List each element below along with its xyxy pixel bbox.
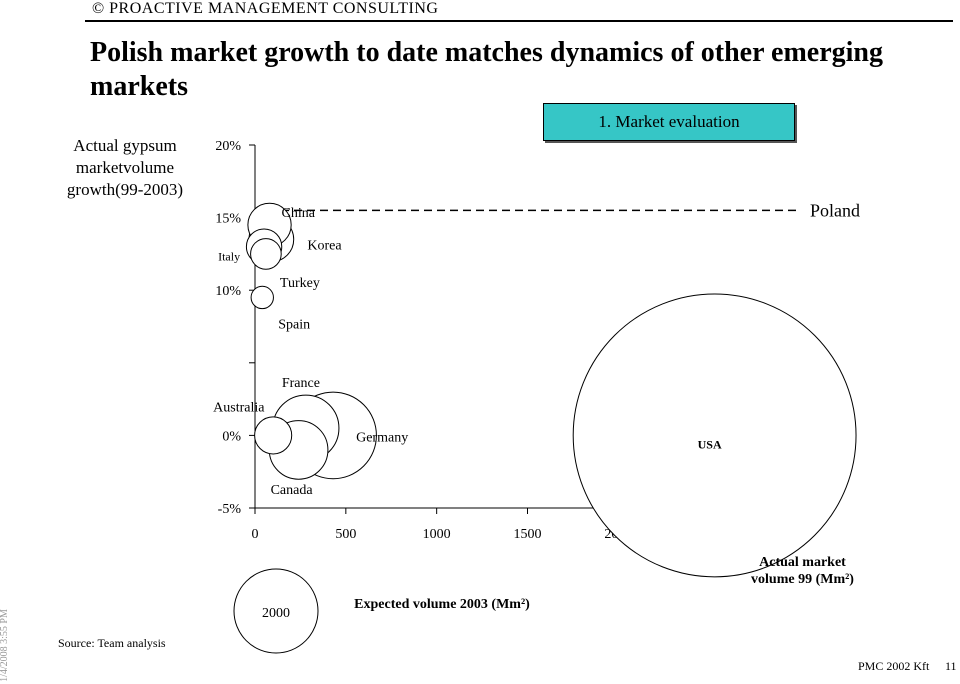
bubble-turkey — [250, 238, 282, 270]
slide-title: Polish market growth to date matches dyn… — [90, 37, 883, 102]
footer-label: PMC 2002 Kft — [858, 659, 930, 673]
label-canada: Canada — [271, 483, 314, 498]
label-italy: Italy — [218, 250, 240, 264]
y-tick-label: 20% — [215, 139, 241, 154]
label-usa: USA — [698, 437, 722, 451]
label-australia: Australia — [213, 400, 265, 415]
x-axis-title: Actual market volume 99 (Mm²) — [751, 555, 854, 587]
size-legend-bubble — [233, 568, 319, 654]
bubble-spain — [250, 285, 274, 310]
y-tick-label: 15% — [215, 212, 241, 227]
x-tick-label: 1500 — [514, 527, 542, 542]
bubble-usa — [572, 293, 857, 578]
x-tick-label: 500 — [335, 527, 356, 542]
y-tick-label: -5% — [218, 502, 242, 517]
x-tick-label: 1000 — [423, 527, 451, 542]
header-rule — [85, 20, 953, 22]
brand-header: © PROACTIVE MANAGEMENT CONSULTING — [92, 0, 439, 17]
label-korea: Korea — [307, 238, 342, 253]
label-china: China — [282, 206, 316, 221]
poland-label: Poland — [810, 200, 860, 220]
label-spain: Spain — [278, 317, 310, 332]
label-france: France — [282, 376, 320, 391]
label-turkey: Turkey — [280, 276, 320, 291]
label-germany: Germany — [356, 430, 408, 445]
y-axis-title: Actual gypsum marketvolume growth(99-200… — [66, 136, 184, 199]
y-tick-label: 0% — [222, 429, 241, 444]
print-date: 1/4/2008 3:55 PM — [0, 609, 10, 682]
page-number: 11 — [945, 659, 957, 673]
y-tick-label: 10% — [215, 284, 241, 299]
size-legend-value: 2000 — [262, 606, 290, 621]
bubble-australia — [254, 416, 293, 455]
source-note: Source: Team analysis — [58, 636, 166, 650]
x-tick-label: 0 — [252, 527, 259, 542]
size-legend-title: Expected volume 2003 (Mm²) — [354, 597, 530, 612]
section-badge: 1. Market evaluation — [543, 103, 795, 141]
